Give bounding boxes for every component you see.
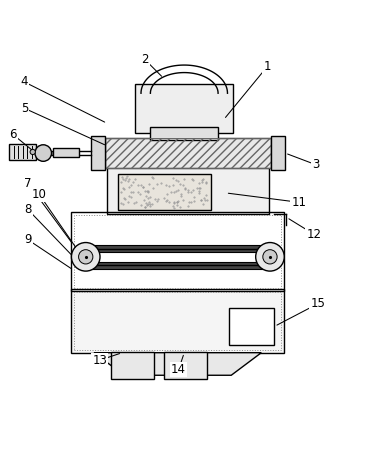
Bar xyxy=(105,138,271,168)
Bar xyxy=(118,174,211,210)
Bar xyxy=(53,148,79,157)
Bar xyxy=(229,307,274,345)
Bar xyxy=(86,262,270,269)
Bar xyxy=(135,84,233,133)
Bar xyxy=(91,136,105,170)
Bar xyxy=(107,166,269,213)
Circle shape xyxy=(79,250,93,264)
Circle shape xyxy=(30,149,35,154)
Bar xyxy=(71,212,284,290)
Circle shape xyxy=(263,250,277,264)
Bar xyxy=(86,245,270,252)
Bar xyxy=(74,215,281,288)
Text: 2: 2 xyxy=(141,53,149,66)
Text: 7: 7 xyxy=(24,177,32,190)
Text: 10: 10 xyxy=(32,188,47,201)
Circle shape xyxy=(256,242,284,271)
Bar xyxy=(150,127,218,140)
Circle shape xyxy=(35,145,52,161)
Bar xyxy=(105,138,271,168)
Bar xyxy=(164,352,207,379)
Text: 8: 8 xyxy=(24,203,32,216)
Bar xyxy=(271,136,285,170)
Bar xyxy=(111,352,154,379)
Text: 12: 12 xyxy=(306,228,321,241)
Text: 6: 6 xyxy=(9,128,17,141)
Polygon shape xyxy=(94,353,261,375)
Text: 15: 15 xyxy=(310,297,325,310)
Text: 4: 4 xyxy=(21,76,28,89)
Text: 9: 9 xyxy=(24,233,32,246)
Text: 14: 14 xyxy=(171,363,186,376)
Text: 5: 5 xyxy=(21,102,28,115)
Circle shape xyxy=(71,242,100,271)
Text: 3: 3 xyxy=(312,158,320,171)
Text: 1: 1 xyxy=(263,60,271,73)
Text: 13: 13 xyxy=(92,354,107,366)
Text: 11: 11 xyxy=(291,196,306,209)
Bar xyxy=(71,289,284,353)
Bar xyxy=(74,292,281,350)
Bar xyxy=(9,144,36,160)
